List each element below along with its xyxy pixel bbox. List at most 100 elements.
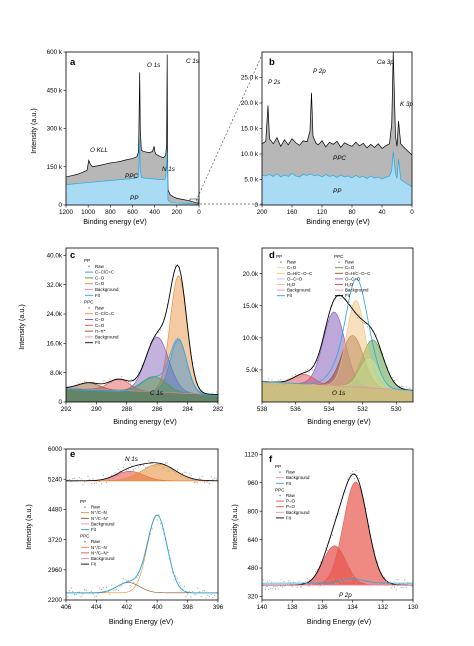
raw-point-e-upper [209,483,211,485]
raw-point-e-upper [163,467,165,469]
legend-c: PPRawC−C/C=CC−OC=OBackgroundFitPPCRawC−C… [84,258,119,345]
raw-point-f-pp [353,575,355,577]
raw-point-e-upper [193,482,195,484]
raw-point-e-lower [105,586,108,588]
raw-point-e-upper [109,479,111,481]
raw-point-e-upper [72,478,74,480]
raw-point-d [340,297,342,300]
raw-point-f-pp [331,578,333,580]
raw-point-f [355,469,357,472]
raw-point-e-upper [210,476,212,478]
raw-point-e-lower [151,528,153,530]
raw-point-e-lower [143,560,145,562]
panel-letter-d: d [269,250,275,261]
ppc-fit-e [66,462,218,482]
x-tick-label-a: 400 [149,209,160,216]
legend-label-c: Background [95,287,119,292]
raw-point-e-upper [195,481,197,483]
raw-point-e-lower [170,558,172,560]
annotation-p-2p-f: P 2p [339,592,352,599]
legend-label-c: C−O [95,275,105,280]
legend-label-c: Background [95,334,119,339]
raw-point-f [318,571,320,573]
x-tick-label-d: 538 [257,406,268,413]
raw-point-e-lower [188,590,190,592]
raw-point-f [293,581,295,583]
legend-label-f: Fit [286,515,292,520]
raw-point-d [407,388,409,390]
plot-frame-f [261,448,414,601]
raw-point-f [320,561,322,563]
plot-frame-e [65,448,219,601]
background-line-c [66,387,218,395]
y-tick-label-b: 5.0 k [244,177,259,184]
x-tick-label-b: 40 [378,209,386,216]
raw-point-e-upper [95,482,97,484]
raw-point-f [279,585,282,587]
x-tick-label-b: 160 [287,209,298,216]
raw-point-d [335,298,337,300]
x-tick-label-d: 534 [324,406,335,413]
raw-point-d [296,376,298,379]
raw-point-c [87,384,89,386]
raw-point-e-lower [214,594,216,596]
raw-point-e-lower [156,519,158,521]
raw-point-f-pp [335,583,337,585]
raw-point-e-upper [100,483,103,485]
y-tick-label-c: 16.0k [47,341,63,348]
zoom-connector-top [195,54,263,202]
panel-b: b P 2s P 2p Ca 3p K 3p PPC PP Binding en… [268,57,413,226]
raw-point-f [274,588,276,590]
plot-frame-c [65,247,219,403]
legend-label-c: C−C/C=C [95,270,114,275]
legend-label-c: Raw [95,264,105,269]
raw-point-e-upper [154,465,157,467]
raw-point-e-lower [85,589,87,591]
x-tick-label-b: 0 [410,209,414,216]
legend-marker-c [88,307,90,309]
raw-point-d [276,383,278,385]
raw-point-e-lower [183,586,185,588]
y-tick-label-e: 4480 [48,507,63,514]
raw-point-d [301,375,303,377]
pp-line-a [66,138,199,205]
raw-point-f-pp [350,580,352,582]
legend-group-title-c: PPC [84,300,94,305]
raw-point-f-pp [363,576,365,578]
raw-point-f [350,473,352,475]
legend-label-c: C−O [95,317,105,322]
raw-point-f [321,564,323,566]
x-axis-title-c: Binding energy (eV) [113,417,177,426]
raw-point-f [308,585,310,587]
raw-point-f-pp [314,581,316,583]
raw-point-e-upper [121,471,123,473]
raw-point-f-pp [270,581,272,583]
raw-point-e-upper [181,473,184,475]
y-tick-label-a: 450 k [47,87,63,94]
raw-point-e-lower [133,582,135,584]
raw-point-f-pp [355,582,357,584]
x-tick-label-d: 532 [357,406,368,413]
raw-point-e-lower [109,593,111,595]
raw-point-c [212,392,214,394]
legend-e: PPRawN⁺/C−NN⁺/C−N⁺BackgroundFitPPCRawN⁺/… [80,499,115,567]
annotation-o-1s: O 1s [147,62,161,69]
raw-point-d [291,375,293,377]
raw-point-f-pp [269,580,271,582]
legend-label-d: H₂O [345,282,354,287]
raw-point-d [409,387,411,389]
raw-point-f [410,585,412,587]
y-tick-label-a: 600 k [47,49,63,56]
raw-point-c [116,377,118,379]
y-axis-title-e: Intensity (a.u.) [24,504,33,550]
raw-point-d [375,334,377,336]
raw-point-d [286,378,288,380]
raw-point-c [109,378,111,380]
raw-point-e-upper [148,460,150,462]
raw-point-e-lower [116,588,118,590]
raw-point-e-lower [197,587,199,589]
annotation-ppc: PPC [125,173,138,180]
raw-point-f [400,586,402,589]
panel-letter-a: a [70,57,76,68]
ppc-area-a [66,54,199,205]
